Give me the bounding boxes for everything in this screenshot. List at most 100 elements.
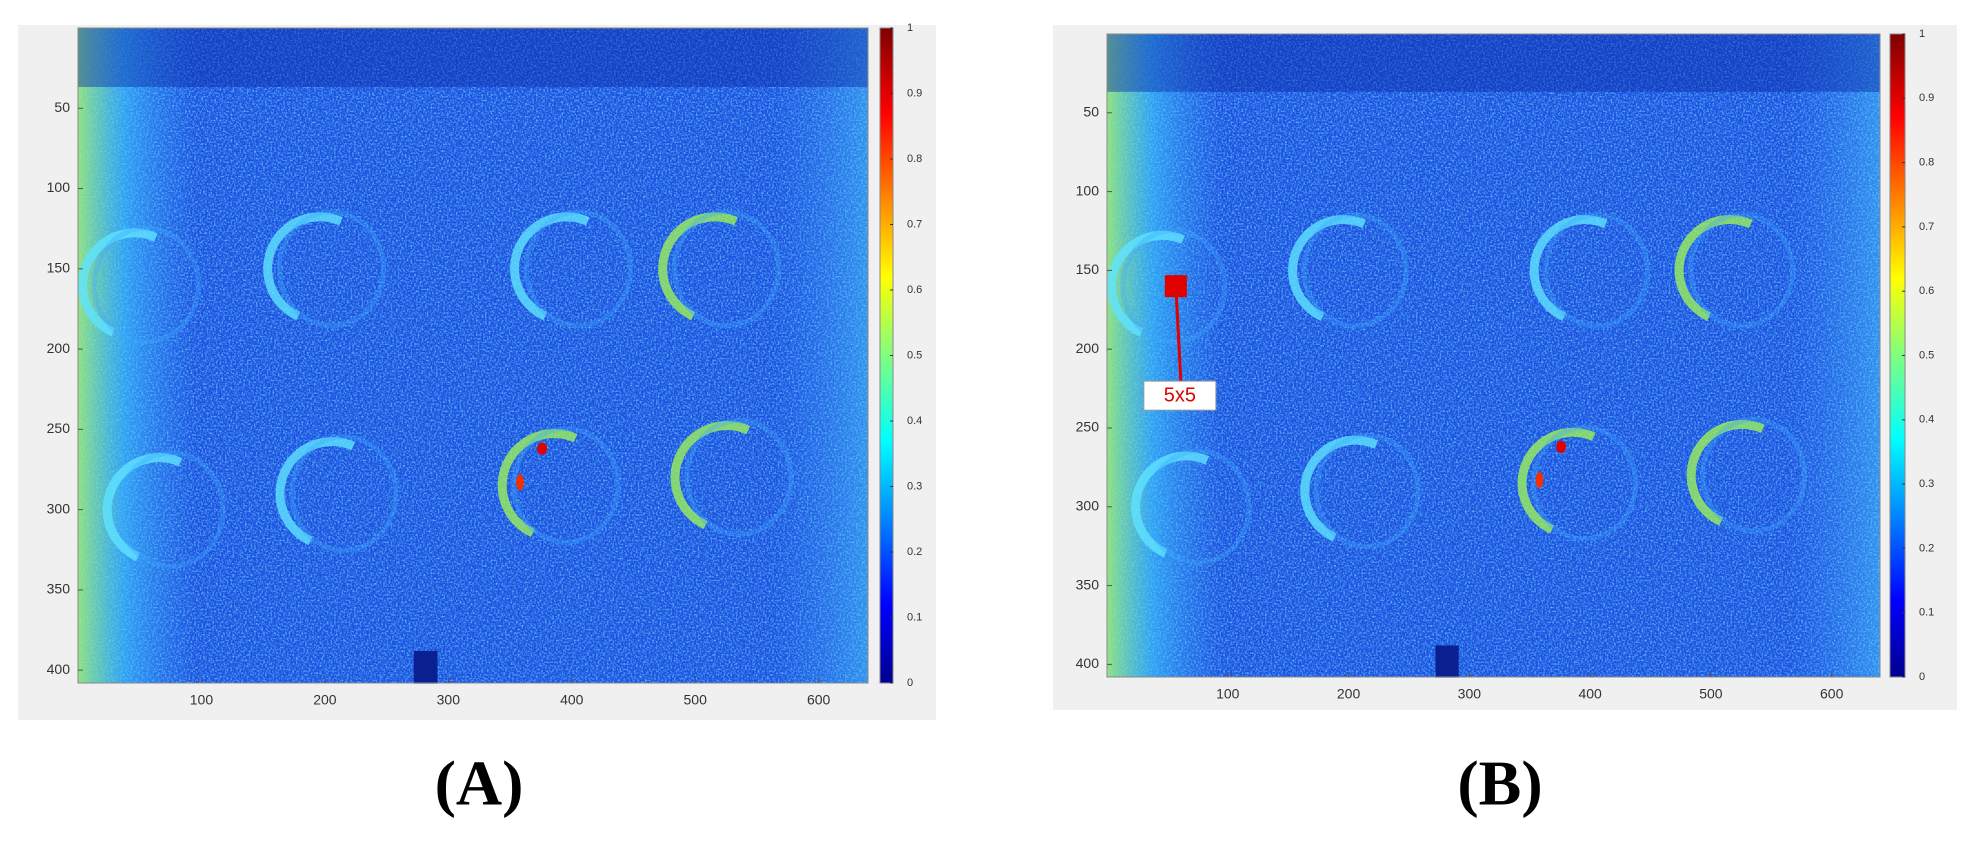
colorbar-tick-label: 0.5	[907, 349, 922, 361]
hot-arc	[497, 429, 578, 538]
x-tick-label: 100	[1216, 686, 1240, 702]
colorbar-tick-label: 0.6	[1919, 285, 1934, 297]
faint-ring	[91, 225, 201, 345]
y-tick-label: 200	[1076, 340, 1100, 356]
faint-ring	[1688, 212, 1796, 329]
panel-label: (A)	[435, 748, 524, 819]
colorbar-tick-label: 0.9	[1919, 92, 1934, 104]
colorbar-tick-label: 0	[1919, 671, 1925, 683]
x-tick-label: 300	[1458, 686, 1482, 702]
plot-frame	[1106, 33, 1881, 678]
colorbar-tick-label: 0.9	[907, 87, 922, 99]
heatmap-edge-glow	[78, 28, 868, 683]
faint-ring	[684, 418, 794, 537]
colorbar-tick-label: 1	[907, 22, 913, 34]
faint-ring	[1531, 424, 1639, 542]
colorbar-tick-label: 0.2	[1919, 542, 1934, 554]
x-tick-label: 100	[190, 692, 214, 708]
annotation-marker	[1164, 275, 1187, 298]
colorbar-tick-label: 0.2	[907, 546, 922, 558]
hot-arc	[1300, 435, 1379, 542]
hot-arc	[78, 228, 158, 337]
x-tick-label: 500	[1699, 686, 1723, 702]
colorbar-tick-label: 0.7	[1919, 221, 1934, 233]
y-tick-label: 50	[1083, 104, 1099, 120]
x-tick-label: 400	[1578, 686, 1602, 702]
x-tick-label: 600	[1820, 686, 1844, 702]
faint-ring	[1301, 212, 1409, 329]
y-tick-label: 150	[47, 260, 71, 276]
y-tick-label: 150	[1076, 261, 1100, 277]
x-tick-label: 400	[560, 692, 584, 708]
faint-ring	[1313, 432, 1421, 550]
y-tick-label: 100	[1076, 182, 1100, 198]
x-tick-label: 600	[807, 692, 831, 708]
annotation-text: 5x5	[1164, 384, 1196, 406]
heatmap-edge-glow	[1107, 34, 1880, 677]
faint-ring	[1543, 212, 1651, 329]
hot-arc	[1106, 230, 1185, 337]
hot-arc	[670, 421, 751, 530]
colorbar-tick-label: 1	[1919, 28, 1925, 40]
x-tick-label: 300	[437, 692, 461, 708]
annotation-box	[1143, 380, 1217, 411]
x-tick-label: 200	[1337, 686, 1361, 702]
y-tick-label: 350	[47, 581, 71, 597]
y-tick-label: 250	[47, 420, 71, 436]
dark-notch	[413, 650, 438, 684]
y-tick-label: 400	[47, 661, 71, 677]
dark-band	[78, 28, 868, 87]
hot-arc	[275, 437, 356, 546]
faint-ring	[1144, 448, 1252, 565]
colorbar-tick-label: 0.1	[1919, 607, 1934, 619]
colorbar-tick-label: 0.8	[907, 153, 922, 165]
hot-arc	[1674, 215, 1753, 321]
y-tick-label: 250	[1076, 419, 1100, 435]
hot-arc	[510, 212, 590, 321]
colorbar-tick-label: 0.8	[1919, 157, 1934, 169]
colorbar-tick-label: 0.4	[907, 415, 922, 427]
faint-ring	[671, 209, 782, 329]
y-tick-label: 300	[47, 500, 71, 516]
hot-spot	[1535, 472, 1544, 489]
annotation-leader	[1174, 286, 1183, 382]
colorbar-tick-label: 0.5	[1919, 349, 1934, 361]
hot-spot	[1556, 440, 1567, 453]
colorbar-tick-label: 0.4	[1919, 414, 1934, 426]
hot-arc	[1517, 427, 1596, 534]
hot-arc	[1131, 451, 1210, 558]
panel-label: (B)	[1457, 748, 1542, 819]
faint-ring	[116, 450, 226, 569]
y-tick-label: 100	[47, 179, 71, 195]
hot-arc	[1686, 419, 1765, 526]
colorbar-tick-label: 0.6	[907, 284, 922, 296]
colorbar-tick-label: 0.1	[907, 611, 922, 623]
hot-arc	[1529, 215, 1608, 321]
y-tick-label: 200	[47, 340, 71, 356]
hot-arc	[1288, 215, 1367, 321]
colorbar-tick-label: 0.3	[1919, 478, 1934, 490]
y-tick-label: 400	[1076, 655, 1100, 671]
x-tick-label: 500	[684, 692, 708, 708]
faint-ring	[511, 426, 621, 545]
hot-spot	[515, 474, 524, 491]
colorbar-tick-label: 0.7	[907, 218, 922, 230]
faint-ring	[276, 209, 387, 329]
hot-spot	[537, 442, 548, 455]
faint-ring	[1700, 417, 1808, 534]
dark-notch	[1435, 645, 1459, 678]
faint-ring	[1120, 228, 1228, 345]
faint-ring	[523, 209, 634, 329]
hot-arc	[102, 453, 183, 562]
x-tick-label: 200	[313, 692, 337, 708]
hot-arc	[263, 212, 343, 321]
hot-arc	[658, 212, 738, 321]
plot-frame	[77, 27, 869, 684]
dark-band	[1107, 34, 1880, 92]
colorbar-tick-label: 0.3	[907, 480, 922, 492]
colorbar-tick-label: 0	[907, 677, 913, 689]
y-tick-label: 300	[1076, 497, 1100, 513]
y-tick-label: 50	[54, 99, 70, 115]
faint-ring	[289, 434, 399, 553]
